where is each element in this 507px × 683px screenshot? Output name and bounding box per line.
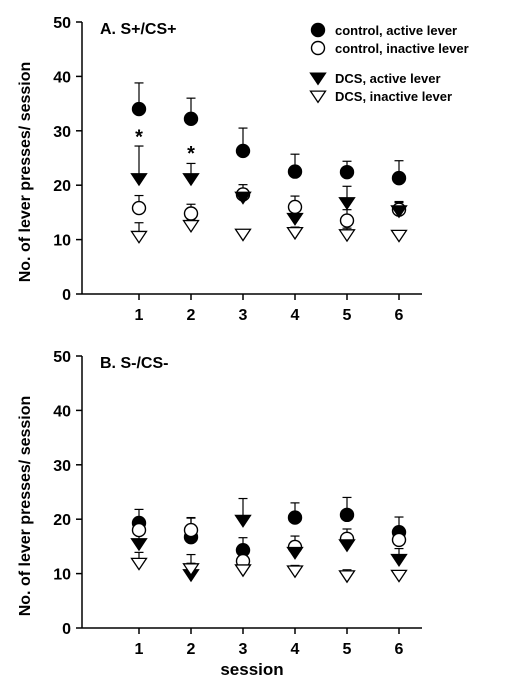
- x-tick-label: 3: [239, 641, 248, 658]
- point-dcs-active-lever: [390, 553, 408, 568]
- point-control-inactive-lever: [339, 213, 355, 228]
- legend-label: control, active lever: [335, 23, 457, 38]
- x-axis-label: session: [220, 660, 283, 679]
- point-dcs-inactive-lever: [234, 564, 252, 578]
- point-control-inactive-lever: [391, 532, 407, 548]
- legend-label: control, inactive lever: [335, 41, 469, 56]
- legend-marker-dcs-active-lever: [309, 72, 327, 86]
- y-tick-label: 30: [53, 124, 71, 141]
- point-dcs-inactive-lever: [286, 565, 304, 579]
- y-tick-label: 50: [53, 15, 71, 32]
- point-dcs-inactive-lever: [338, 229, 356, 243]
- x-tick-label: 4: [291, 307, 300, 324]
- point-dcs-inactive-lever: [130, 230, 148, 244]
- y-axis-label: No. of lever presses/ session: [17, 62, 34, 283]
- point-dcs-active-lever: [234, 191, 252, 205]
- point-dcs-active-lever: [182, 173, 200, 187]
- y-tick-label: 0: [62, 287, 71, 304]
- point-dcs-inactive-lever: [390, 569, 408, 583]
- point-dcs-active-lever: [338, 539, 356, 553]
- point-dcs-active-lever: [390, 205, 408, 219]
- point-dcs-inactive-lever: [286, 227, 304, 241]
- x-tick-label: 5: [343, 307, 352, 324]
- legend-marker-control-active-lever: [310, 22, 326, 38]
- x-tick-label: 3: [239, 307, 248, 324]
- legend-marker-control-inactive-lever: [310, 40, 326, 56]
- point-control-active-lever: [339, 507, 355, 523]
- y-tick-label: 30: [53, 458, 71, 475]
- point-dcs-active-lever: [130, 538, 148, 552]
- point-control-active-lever: [235, 143, 251, 159]
- y-tick-label: 10: [53, 233, 71, 250]
- panel-title: B. S-/CS-: [100, 355, 168, 372]
- point-control-inactive-lever: [183, 522, 199, 538]
- y-tick-label: 40: [53, 69, 71, 86]
- y-tick-label: 40: [53, 403, 71, 420]
- point-control-active-lever: [287, 510, 303, 525]
- y-tick-label: 10: [53, 567, 71, 584]
- x-tick-label: 1: [135, 641, 144, 658]
- x-tick-label: 6: [395, 641, 404, 658]
- y-tick-label: 20: [53, 512, 71, 529]
- x-tick-label: 1: [135, 307, 144, 324]
- legend-label: DCS, active lever: [335, 71, 441, 86]
- panel-a-chart: 0 10 20 30 40 50 1 2 3 4 5 6 No. of lever presses/ s…: [17, 15, 469, 324]
- y-tick-label: 50: [53, 349, 71, 366]
- x-tick-label: 2: [187, 307, 196, 324]
- y-axis-label: No. of lever presses/ session: [17, 396, 34, 617]
- x-tick-label: 6: [395, 307, 404, 324]
- point-dcs-inactive-lever: [130, 557, 148, 571]
- point-control-inactive-lever: [287, 199, 303, 215]
- point-control-active-lever: [287, 164, 303, 179]
- legend: control, active lever control, inactive l…: [309, 22, 469, 104]
- x-tick-label: 2: [187, 641, 196, 658]
- point-control-inactive-lever: [183, 206, 199, 221]
- y-tick-label: 0: [62, 621, 71, 638]
- significance-asterisk: *: [135, 127, 143, 149]
- point-dcs-inactive-lever: [182, 219, 200, 234]
- point-dcs-active-lever: [286, 546, 304, 560]
- point-dcs-active-lever: [286, 212, 304, 226]
- point-control-active-lever: [183, 111, 199, 127]
- point-control-active-lever: [391, 170, 407, 186]
- significance-asterisk: *: [187, 143, 195, 165]
- point-dcs-active-lever: [130, 173, 148, 187]
- legend-label: DCS, inactive lever: [335, 89, 452, 104]
- x-tick-label: 4: [291, 641, 300, 658]
- point-dcs-inactive-lever: [338, 570, 356, 584]
- legend-marker-dcs-inactive-lever: [309, 90, 327, 104]
- point-dcs-active-lever: [338, 197, 356, 211]
- x-tick-label: 5: [343, 641, 352, 658]
- point-dcs-active-lever: [234, 514, 252, 528]
- panel-title: A. S+/CS+: [100, 21, 176, 38]
- point-control-active-lever: [339, 164, 355, 180]
- point-dcs-inactive-lever: [390, 229, 408, 243]
- point-control-active-lever: [131, 101, 147, 117]
- point-control-inactive-lever: [131, 522, 147, 538]
- point-control-inactive-lever: [131, 200, 147, 216]
- panel-b-chart: 0 10 20 30 40 50 1 2 3 4 5 6 No. of lever presses/ s…: [17, 349, 422, 679]
- point-dcs-inactive-lever: [182, 563, 200, 577]
- point-dcs-inactive-lever: [234, 228, 252, 242]
- y-tick-label: 20: [53, 178, 71, 195]
